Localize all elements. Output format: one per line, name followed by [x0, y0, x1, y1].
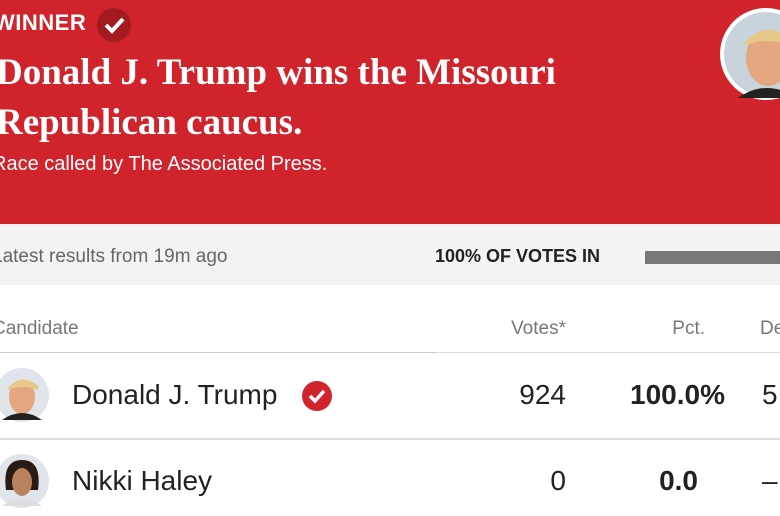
winner-check	[97, 8, 131, 42]
reporting-label: 100% OF VOTES IN	[435, 246, 601, 266]
delegates: 5	[762, 379, 778, 410]
delegates: –	[762, 465, 778, 496]
divider	[0, 352, 436, 353]
status-bar: Latest results from 19m ago 100% OF VOTE…	[0, 224, 780, 285]
winner-label: WINNER	[0, 10, 87, 35]
updated-time: Latest results from 19m ago	[0, 246, 228, 267]
candidate-photo	[0, 368, 49, 422]
column-header: Votes*	[511, 318, 566, 339]
candidate-name: Donald J. Trump	[72, 379, 278, 410]
vote-percent: 0.0	[659, 465, 698, 496]
headline: Donald J. Trump wins the Missouri Republ…	[0, 52, 556, 143]
result-header: WINNER Donald J. Trump wins the Missouri…	[0, 0, 780, 224]
subtitle: Race called by The Associated Press.	[0, 153, 328, 175]
vote-count: 0	[550, 465, 566, 496]
winner-check	[302, 381, 332, 411]
vote-percent: 100.0%	[630, 379, 725, 410]
reporting-bar	[645, 251, 780, 264]
vote-count: 924	[519, 379, 566, 410]
divider	[0, 438, 780, 440]
column-header: Pct.	[672, 318, 705, 339]
winner-photo	[720, 8, 780, 100]
column-header: Candidate	[0, 318, 79, 339]
candidate-name: Nikki Haley	[72, 465, 213, 496]
candidate-photo	[0, 454, 49, 508]
divider	[436, 352, 780, 353]
column-header: De	[760, 318, 780, 339]
